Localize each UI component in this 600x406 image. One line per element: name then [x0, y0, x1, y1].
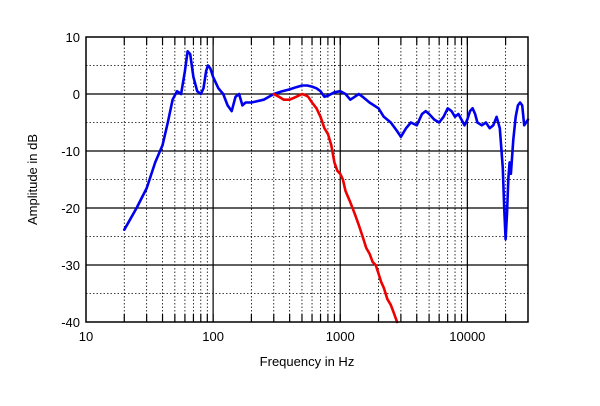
y-tick-labels: 10 0 -10 -20 -30 -40: [61, 30, 80, 330]
y-tick-label: 10: [66, 30, 80, 45]
y-tick-label: -40: [61, 315, 80, 330]
x-axis-title: Frequency in Hz: [260, 354, 355, 369]
plot-frame: [85, 36, 529, 323]
y-tick-label: -30: [61, 258, 80, 273]
y-tick-label: -10: [61, 144, 80, 159]
y-tick-label: 0: [73, 87, 80, 102]
x-tick-label: 10000: [449, 329, 485, 344]
y-tick-label: -20: [61, 201, 80, 216]
x-tick-labels: 10 100 1000 10000: [79, 329, 486, 344]
x-tick-label: 100: [202, 329, 224, 344]
series-line-blue: [123, 49, 530, 241]
y-axis-title: Amplitude in dB: [25, 134, 40, 225]
series-line-red: [272, 92, 399, 324]
x-tick-label: 10: [79, 329, 93, 344]
x-tick-label: 1000: [326, 329, 355, 344]
series-lines: [123, 49, 530, 324]
